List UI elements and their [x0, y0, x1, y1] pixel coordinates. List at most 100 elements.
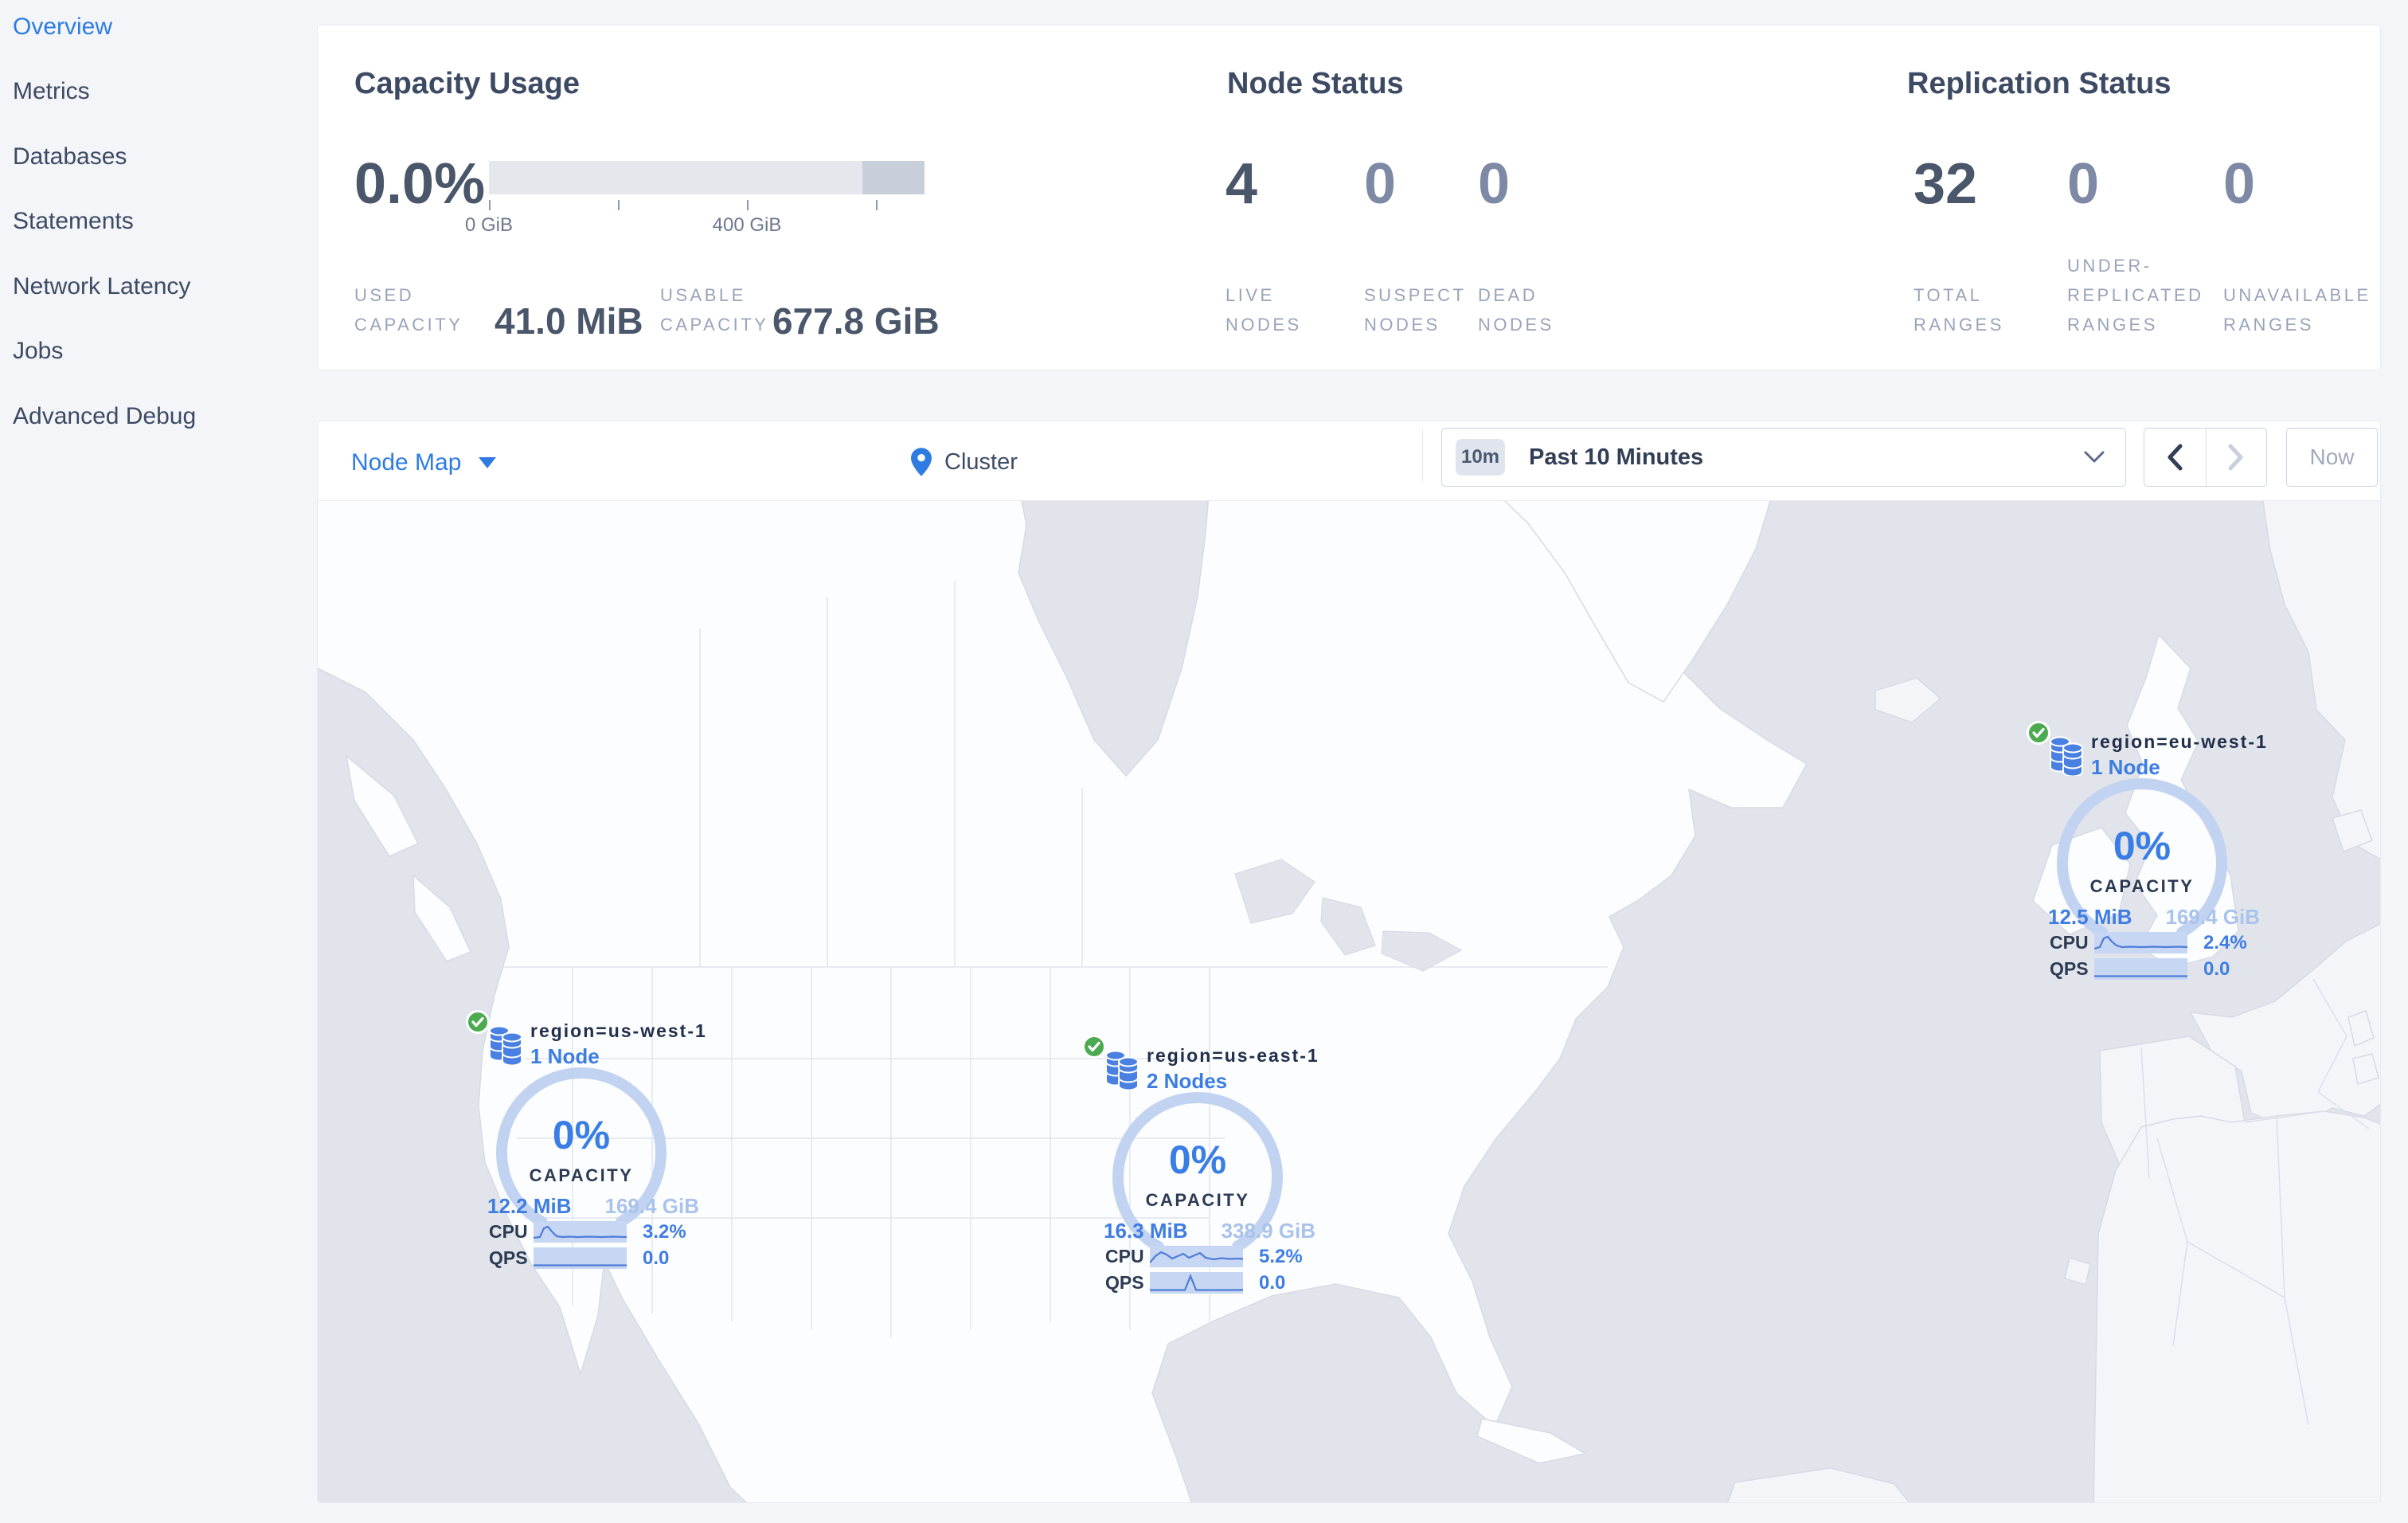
region-nodes-link[interactable]: 1 Node	[530, 1044, 600, 1068]
region-nodes-link[interactable]: 1 Node	[2091, 755, 2160, 779]
capacity-usage-title: Capacity Usage	[354, 67, 580, 100]
under-replicated-label-line1: UNDER-	[2067, 256, 2152, 276]
suspect-nodes-count: 0	[1364, 152, 1397, 216]
capacity-axis-tick	[876, 200, 878, 210]
cpu-value: 5.2%	[1259, 1245, 1303, 1267]
region-label: region=us-east-1	[1147, 1045, 1319, 1066]
cpu-value: 3.2%	[643, 1220, 686, 1243]
database-stack-icon	[2050, 736, 2083, 776]
database-stack-icon	[489, 1025, 522, 1065]
live-nodes-label-line1: LIVE	[1226, 285, 1275, 305]
qps-value: 0.0	[2203, 957, 2230, 980]
cpu-sparkline	[1150, 1246, 1243, 1267]
time-step-buttons	[2144, 428, 2267, 487]
time-step-back-button[interactable]	[2144, 429, 2206, 486]
total-capacity: 169.4 GiB	[604, 1194, 699, 1218]
qps-value: 0.0	[643, 1247, 670, 1269]
qps-label: QPS	[2050, 958, 2089, 979]
view-mode-dropdown[interactable]: Node Map	[351, 445, 497, 480]
database-stack-icon	[1105, 1050, 1139, 1090]
usable-capacity-label-line2: CAPACITY	[660, 315, 769, 335]
sidebar-item-network-latency[interactable]: Network Latency	[13, 273, 191, 300]
sidebar: Overview Metrics Databases Statements Ne…	[0, 0, 317, 1523]
capacity-bar-nonusable-segment	[862, 161, 924, 194]
used-capacity-label-line2: CAPACITY	[354, 315, 463, 335]
healthy-check-icon	[1082, 1035, 1106, 1059]
qps-sparkline	[534, 1247, 627, 1269]
total-ranges-count: 32	[1914, 152, 1978, 216]
replication-status-title: Replication Status	[1907, 67, 2172, 100]
qps-sparkline	[2094, 958, 2187, 980]
qps-label: QPS	[1105, 1272, 1144, 1293]
sidebar-item-metrics[interactable]: Metrics	[13, 78, 90, 104]
node-map-panel: Node Map Cluster 10m Past 10 Minutes	[317, 421, 2381, 1503]
healthy-check-icon	[2027, 721, 2050, 745]
suspect-nodes-label-line1: SUSPECT	[1364, 285, 1467, 305]
under-replicated-label-line3: RANGES	[2067, 315, 2158, 335]
used-capacity-label-line1: USED	[354, 285, 415, 305]
time-range-dropdown[interactable]: 10m Past 10 Minutes	[1441, 428, 2126, 487]
capacity-used-percent: 0.0%	[354, 152, 486, 216]
chevron-left-icon	[2168, 444, 2183, 471]
capacity-axis-label-400: 400 GiB	[712, 214, 782, 236]
gauge-capacity-label: CAPACITY	[529, 1165, 634, 1185]
usable-capacity-value: 677.8 GiB	[772, 300, 940, 342]
dead-nodes-count: 0	[1478, 152, 1511, 216]
cpu-sparkline	[2094, 932, 2187, 953]
view-mode-label: Node Map	[351, 449, 462, 476]
qps-label: QPS	[489, 1247, 528, 1268]
unavailable-ranges-count: 0	[2223, 152, 2256, 216]
map-toolbar: Node Map Cluster 10m Past 10 Minutes	[318, 421, 2380, 501]
world-map-svg	[318, 501, 2380, 1502]
sidebar-item-databases[interactable]: Databases	[13, 143, 127, 170]
total-ranges-label-line1: TOTAL	[1914, 285, 1983, 305]
capacity-axis-tick	[618, 200, 620, 210]
gauge-percent: 0%	[1168, 1137, 1227, 1182]
cluster-summary-panel: Capacity Usage 0.0% 0 GiB 400 GiB USED C…	[317, 25, 2381, 370]
cpu-sparkline	[534, 1221, 627, 1243]
qps-sparkline	[1150, 1272, 1243, 1294]
region-label: region=eu-west-1	[2091, 731, 2268, 752]
toolbar-divider	[1422, 429, 1423, 482]
cpu-label: CPU	[489, 1221, 528, 1242]
capacity-axis-tick	[747, 200, 749, 210]
used-capacity-value: 41.0 MiB	[494, 300, 643, 342]
used-capacity: 16.3 MiB	[1104, 1219, 1188, 1243]
qps-value: 0.0	[1259, 1271, 1286, 1294]
node-status-title: Node Status	[1227, 67, 1404, 100]
chevron-right-icon	[2228, 444, 2243, 471]
dead-nodes-label-line2: NODES	[1478, 315, 1554, 335]
dead-nodes-label-line1: DEAD	[1478, 285, 1538, 305]
unavailable-ranges-label-line1: UNAVAILABLE	[2223, 285, 2371, 305]
total-ranges-label-line2: RANGES	[1914, 315, 2004, 335]
cpu-label: CPU	[2050, 932, 2089, 953]
chevron-down-icon	[2084, 451, 2105, 463]
gauge-capacity-label: CAPACITY	[2089, 876, 2195, 896]
unavailable-ranges-label-line2: RANGES	[2223, 315, 2314, 335]
under-replicated-label-line2: REPLICATED	[2067, 285, 2204, 305]
healthy-check-icon	[466, 1010, 490, 1034]
sidebar-item-overview[interactable]: Overview	[13, 14, 113, 40]
gauge-percent: 0%	[2113, 824, 2172, 868]
suspect-nodes-label-line2: NODES	[1364, 315, 1440, 335]
capacity-axis-tick	[489, 200, 491, 210]
chevron-down-icon	[479, 457, 497, 468]
capacity-bar	[489, 161, 924, 194]
usable-capacity-label-line1: USABLE	[660, 285, 746, 305]
total-capacity: 169.4 GiB	[2165, 905, 2260, 929]
time-step-forward-button[interactable]	[2205, 429, 2267, 486]
gauge-percent: 0%	[552, 1113, 611, 1157]
cpu-label: CPU	[1105, 1246, 1144, 1267]
time-range-label: Past 10 Minutes	[1529, 444, 1704, 470]
region-nodes-link[interactable]: 2 Nodes	[1147, 1069, 1228, 1093]
under-replicated-ranges-count: 0	[2067, 152, 2100, 216]
map-pin-icon	[911, 448, 932, 476]
live-nodes-count: 4	[1226, 152, 1258, 216]
breadcrumb[interactable]: Cluster	[911, 442, 1018, 482]
sidebar-item-advanced-debug[interactable]: Advanced Debug	[13, 403, 197, 429]
now-button[interactable]: Now	[2286, 428, 2378, 487]
region-label: region=us-west-1	[530, 1020, 707, 1041]
sidebar-item-jobs[interactable]: Jobs	[13, 338, 64, 364]
sidebar-item-statements[interactable]: Statements	[13, 208, 134, 234]
time-range-badge: 10m	[1456, 439, 1505, 476]
